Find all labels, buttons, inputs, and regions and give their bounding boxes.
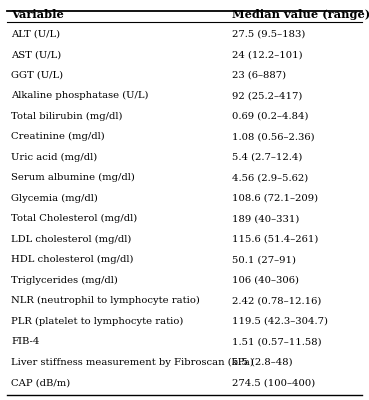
Text: LDL cholesterol (mg/dl): LDL cholesterol (mg/dl) [11,234,131,244]
Text: Triglycerides (mg/dl): Triglycerides (mg/dl) [11,276,118,285]
Text: Total Cholesterol (mg/dl): Total Cholesterol (mg/dl) [11,214,137,223]
Text: NLR (neutrophil to lymphocyte ratio): NLR (neutrophil to lymphocyte ratio) [11,296,200,305]
Text: 119.5 (42.3–304.7): 119.5 (42.3–304.7) [232,316,328,326]
Text: 92 (25.2–417): 92 (25.2–417) [232,91,303,100]
Text: Creatinine (mg/dl): Creatinine (mg/dl) [11,132,105,141]
Text: FIB-4: FIB-4 [11,337,39,346]
Text: Median value (range): Median value (range) [232,9,369,20]
Text: Uric acid (mg/dl): Uric acid (mg/dl) [11,153,97,162]
Text: 5.5 (2.8–48): 5.5 (2.8–48) [232,358,293,366]
Text: 106 (40–306): 106 (40–306) [232,276,300,285]
Text: Liver stiffness measurement by Fibroscan (kPa): Liver stiffness measurement by Fibroscan… [11,358,254,367]
Text: 50.1 (27–91): 50.1 (27–91) [232,255,296,264]
Text: 4.56 (2.9–5.62): 4.56 (2.9–5.62) [232,173,309,182]
Text: CAP (dB/m): CAP (dB/m) [11,378,70,387]
Text: AST (U/L): AST (U/L) [11,50,61,59]
Text: Alkaline phosphatase (U/L): Alkaline phosphatase (U/L) [11,91,149,100]
Text: ALT (U/L): ALT (U/L) [11,30,60,39]
Text: Serum albumine (mg/dl): Serum albumine (mg/dl) [11,173,135,182]
Text: Glycemia (mg/dl): Glycemia (mg/dl) [11,194,98,203]
Text: 1.08 (0.56–2.36): 1.08 (0.56–2.36) [232,132,315,141]
Text: GGT (U/L): GGT (U/L) [11,71,63,80]
Text: 24 (12.2–101): 24 (12.2–101) [232,50,303,59]
Text: 274.5 (100–400): 274.5 (100–400) [232,378,316,387]
Text: 1.51 (0.57–11.58): 1.51 (0.57–11.58) [232,337,322,346]
Text: PLR (platelet to lymphocyte ratio): PLR (platelet to lymphocyte ratio) [11,316,183,326]
Text: 5.4 (2.7–12.4): 5.4 (2.7–12.4) [232,153,303,162]
Text: 108.6 (72.1–209): 108.6 (72.1–209) [232,194,318,203]
Text: 189 (40–331): 189 (40–331) [232,214,300,223]
Text: 2.42 (0.78–12.16): 2.42 (0.78–12.16) [232,296,322,305]
Text: HDL cholesterol (mg/dl): HDL cholesterol (mg/dl) [11,255,134,264]
Text: 23 (6–887): 23 (6–887) [232,71,287,80]
Text: 27.5 (9.5–183): 27.5 (9.5–183) [232,30,306,39]
Text: 115.6 (51.4–261): 115.6 (51.4–261) [232,235,319,244]
Text: Variable: Variable [11,9,64,20]
Text: 0.69 (0.2–4.84): 0.69 (0.2–4.84) [232,112,309,121]
Text: Total bilirubin (mg/dl): Total bilirubin (mg/dl) [11,112,123,121]
